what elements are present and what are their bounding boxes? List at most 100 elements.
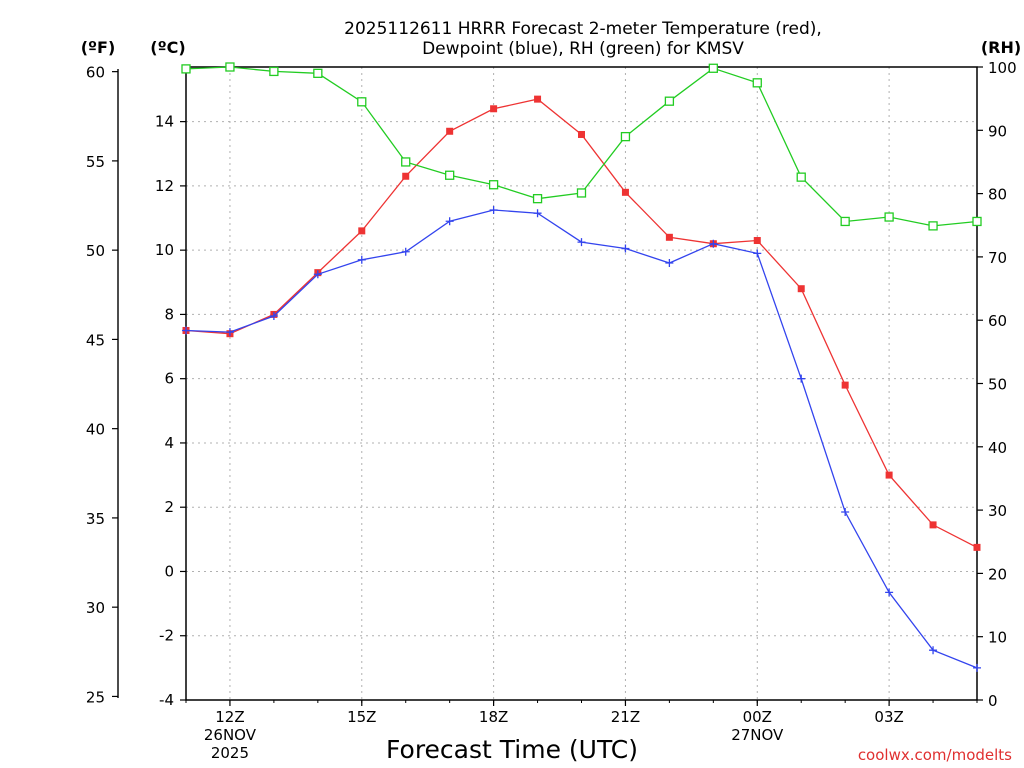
grid-lines (186, 67, 977, 700)
dewpoint-point (357, 255, 366, 264)
temperature-point (841, 381, 849, 389)
celsius-tick-label: 2 (164, 498, 174, 516)
dewpoint-point (182, 326, 190, 335)
rh-tick-label: 30 (988, 502, 1007, 520)
fahrenheit-tick-label: 60 (86, 64, 105, 82)
temperature-point (490, 105, 498, 113)
rh-tick-label: 90 (988, 122, 1007, 140)
dewpoint-point (533, 209, 542, 218)
rh-point (752, 78, 762, 88)
rh-point (620, 131, 631, 142)
celsius-tick-label: -4 (159, 691, 174, 709)
rh-point (401, 157, 411, 167)
dewpoint-point (445, 217, 454, 226)
rh-tick-label: 10 (988, 629, 1007, 647)
temperature-point (358, 227, 366, 235)
chart-title-line2: Dewpoint (blue), RH (green) for KMSV (422, 39, 744, 59)
x-tick-label: 27NOV (731, 726, 784, 744)
rh-tick-label: 20 (988, 565, 1007, 583)
rh-point (225, 62, 235, 72)
rh-tick-label: 60 (988, 312, 1007, 330)
fahrenheit-tick-label: 40 (86, 421, 105, 439)
dewpoint-point (621, 244, 630, 253)
dewpoint-point (753, 249, 762, 258)
celsius-tick-label: 6 (164, 370, 174, 388)
celsius-tick-label: 14 (155, 113, 174, 131)
dewpoint-point (401, 247, 410, 256)
dewpoint-point (225, 328, 234, 337)
rh-line (185, 66, 978, 227)
fahrenheit-tick-label: 35 (86, 510, 105, 528)
x-tick-label: 15Z (347, 708, 376, 726)
x-tick-label: 00Z (743, 708, 772, 726)
temperature-point (446, 127, 454, 135)
celsius-tick-label: 8 (164, 305, 174, 323)
celsius-tick-label: -2 (159, 627, 174, 645)
x-axis-title: Forecast Time (UTC) (386, 735, 638, 764)
rh-point (313, 68, 323, 78)
fahrenheit-tick-label: 45 (86, 331, 105, 349)
celsius-tick-label: 10 (155, 241, 174, 259)
dewpoint-line (185, 209, 978, 669)
x-tick-label: 26NOV (204, 726, 257, 744)
temperature-point (885, 471, 893, 479)
celsius-tick-label: 12 (155, 177, 174, 195)
rh-tick-label: 70 (988, 249, 1007, 267)
fahrenheit-tick-label: 30 (86, 599, 105, 617)
dewpoint-point (973, 663, 981, 672)
watermark: coolwx.com/modelts (858, 746, 1012, 764)
x-tick-label: 21Z (611, 708, 640, 726)
fahrenheit-tick-label: 25 (86, 688, 105, 706)
dewpoint-point (665, 259, 674, 268)
rh-point (532, 194, 543, 204)
rh-point (928, 221, 938, 231)
rh-tick-label: 100 (988, 59, 1017, 77)
dewpoint-point (577, 238, 586, 247)
rh-point (884, 212, 894, 222)
data-series (181, 62, 982, 672)
rh-tick-label: 50 (988, 376, 1007, 394)
celsius-unit-label: (ºC) (150, 38, 185, 57)
rh-tick-label: 40 (988, 439, 1007, 457)
dewpoint-point (489, 205, 498, 214)
fahrenheit-unit-label: (ºF) (81, 38, 116, 57)
rh-point (708, 63, 718, 73)
rh-unit-label: (RH) (981, 38, 1021, 57)
fahrenheit-tick-label: 55 (86, 153, 105, 171)
celsius-tick-label: 0 (164, 562, 174, 580)
dewpoint-point (313, 270, 322, 279)
rh-point (488, 180, 499, 190)
plot-frame (185, 66, 978, 701)
x-tick-label: 12Z (215, 708, 244, 726)
rh-tick-label: 80 (988, 186, 1007, 204)
temperature-point (621, 188, 629, 196)
temperature-point (665, 233, 673, 241)
dewpoint-point (885, 588, 894, 597)
rh-tick-label: 0 (988, 692, 998, 710)
temperature-point (797, 285, 805, 293)
chart-title-line1: 2025112611 HRRR Forecast 2-meter Tempera… (344, 19, 822, 39)
temperature-point (402, 172, 410, 180)
x-tick-label: 03Z (874, 708, 903, 726)
dewpoint-point (797, 374, 806, 383)
x-tick-label: 18Z (479, 708, 508, 726)
dewpoint-point (841, 508, 850, 517)
dewpoint-point (929, 646, 938, 655)
temperature-point (534, 95, 542, 103)
fahrenheit-tick-label: 50 (86, 242, 105, 260)
rh-point (840, 216, 850, 227)
rh-point (664, 96, 675, 106)
temperature-point (578, 130, 585, 138)
rh-point (357, 97, 367, 107)
rh-point (796, 172, 806, 182)
temperature-point (973, 543, 981, 551)
x-tick-label: 2025 (211, 744, 249, 762)
rh-point (181, 64, 191, 74)
rh-point (445, 170, 455, 180)
dewpoint-point (269, 312, 278, 321)
dewpoint-point (709, 239, 718, 248)
rh-point (576, 188, 587, 198)
rh-point (972, 216, 982, 227)
